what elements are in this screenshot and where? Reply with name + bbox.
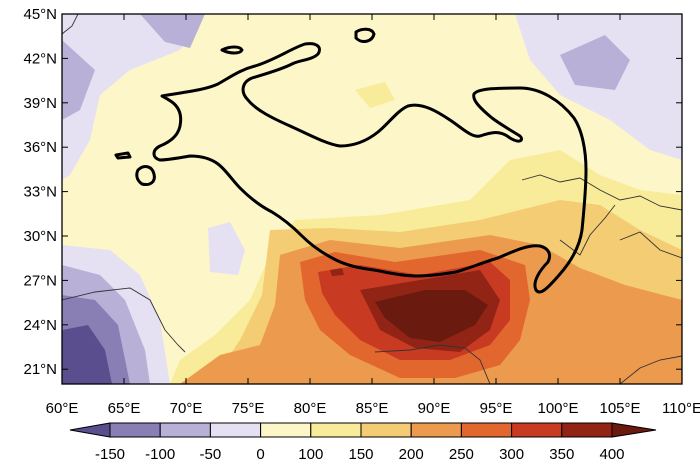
lon-label: 75°E [232,400,265,417]
colorbar-segment [209,422,262,438]
longitude-axis: 60°E 65°E 70°E 75°E 80°E 85°E 90°E 95°E 100°E 105… [46,14,700,417]
political-borders [62,14,682,384]
plateau-outline [114,27,588,294]
colorbar-label: 100 [298,446,323,463]
lat-label: 39°N [23,95,57,112]
colorbar: -150 -100 -50 0 100 150 200 250 300 350 400 [69,422,657,463]
border-northwest [62,14,79,35]
lat-label: 33°N [23,184,57,201]
lat-label: 42°N [23,50,57,67]
lon-label: 95°E [480,400,513,417]
colorbar-segment [109,422,161,438]
lon-label: 90°E [418,400,451,417]
lat-label: 36°N [23,139,57,156]
lon-label: 80°E [294,400,327,417]
colorbar-segment [360,422,412,438]
contour-red-spot [330,268,344,276]
lon-label: 65°E [108,400,141,417]
border-east [521,174,682,259]
contour-small-yellow [355,82,395,108]
lat-label: 24°N [23,317,57,334]
colorbar-label: 200 [399,446,424,463]
border-south [374,344,491,384]
colorbar-extend-low [69,422,111,438]
colorbar-label: -150 [95,446,125,463]
plateau-island-2 [354,27,376,43]
border-southwest [62,287,186,353]
colorbar-label: 250 [449,446,474,463]
contour-west-purple [62,14,205,180]
colorbar-label: -100 [145,446,175,463]
colorbar-segment [561,422,613,438]
colorbar-label: 350 [549,446,574,463]
lat-label: 27°N [23,272,57,289]
map-panel [62,14,682,384]
lon-label: 100°E [537,400,578,417]
lat-label: 45°N [23,6,57,23]
border-southeast [619,355,682,384]
contour-northwest-mid [62,40,95,120]
lat-label: 30°N [23,228,57,245]
lon-label: 110°E [662,400,700,417]
colorbar-segment [410,422,462,438]
lon-label: 70°E [170,400,203,417]
latitude-axis: 45°N 42°N 39°N 36°N 33°N 30°N 27°N 24°N 21°N [23,6,682,378]
plateau-island-3 [135,165,156,186]
contour-maximum [375,290,488,342]
colorbar-segment [260,422,312,438]
plateau-boundary [152,42,588,294]
colorbar-label: 0 [256,446,264,463]
colorbar-segment [159,422,211,438]
lon-label: 85°E [356,400,389,417]
colorbar-label: -50 [200,446,222,463]
lon-label: 60°E [46,400,79,417]
lon-label: 105°E [599,400,640,417]
lat-label: 21°N [23,361,57,378]
colorbar-label: 400 [599,446,624,463]
contour-northeast-mid [560,35,630,90]
contour-central-purple [208,222,245,275]
colorbar-extend-high [611,422,657,438]
plateau-island-4 [114,151,132,160]
colorbar-label: 300 [499,446,524,463]
colorbar-segment [310,422,362,438]
contour-southwest-darkest [62,325,112,384]
colorbar-label: 150 [348,446,373,463]
colorbar-segment [460,422,513,438]
plateau-island-1 [220,45,244,55]
colorbar-segment [511,422,563,438]
contour-north-purple [140,14,205,48]
